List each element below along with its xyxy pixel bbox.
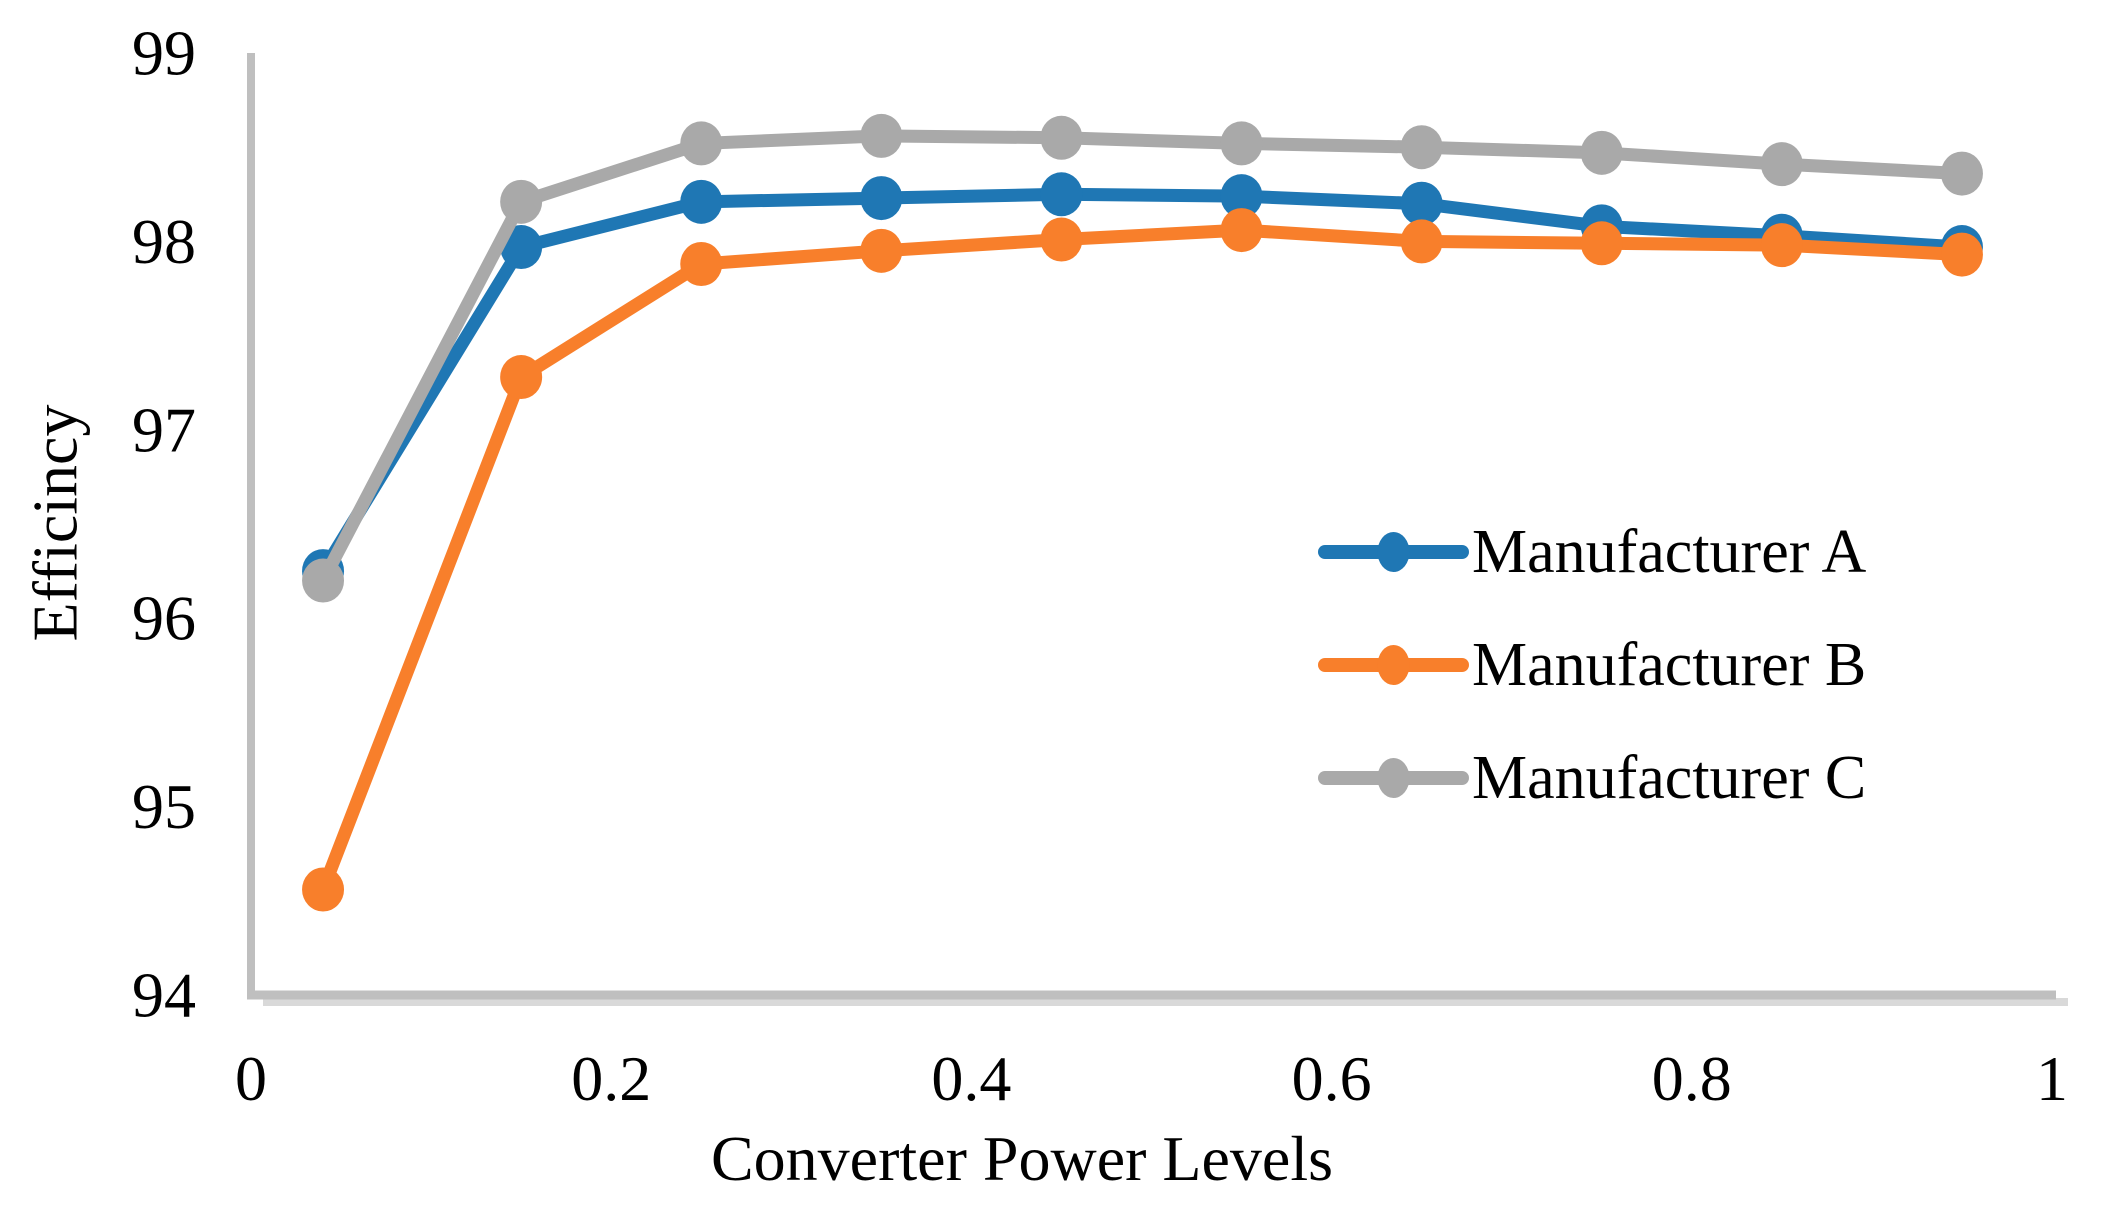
data-point-manufacturer-b	[302, 867, 345, 912]
x-tick-label: 0.2	[571, 1043, 651, 1114]
y-tick-label: 94	[132, 960, 196, 1031]
data-point-manufacturer-c	[500, 179, 543, 224]
x-tick-label: 0.4	[931, 1043, 1011, 1114]
legend-item-manufacturer-c: Manufacturer C	[1318, 744, 1866, 812]
y-tick-label: 98	[132, 206, 196, 277]
series-line-manufacturer-c	[316, 129, 1969, 588]
data-point-manufacturer-a	[1220, 174, 1263, 219]
data-point-manufacturer-c	[1040, 115, 1083, 160]
data-point-manufacturer-c	[1760, 142, 1803, 187]
data-point-manufacturer-b	[500, 355, 543, 400]
y-tick-label: 96	[132, 583, 196, 654]
x-axis-tick-labels: 0 0.2 0.4 0.6 0.8 1	[235, 1043, 2068, 1114]
data-point-manufacturer-c	[860, 113, 903, 158]
axes	[247, 53, 2056, 1000]
series-layer	[302, 113, 1983, 912]
y-tick-label: 95	[132, 771, 196, 842]
legend-label-manufacturer-b: Manufacturer B	[1472, 631, 1866, 699]
data-point-manufacturer-b	[680, 242, 723, 287]
legend-marker-manufacturer-a	[1377, 532, 1410, 572]
data-point-manufacturer-a	[680, 179, 723, 224]
data-point-manufacturer-b	[1220, 208, 1263, 253]
data-point-manufacturer-a	[1400, 181, 1443, 226]
legend-marker-manufacturer-c	[1377, 758, 1410, 798]
x-tick-label: 0.6	[1292, 1043, 1372, 1114]
x-tick-label: 1	[2036, 1043, 2068, 1114]
y-tick-label: 99	[132, 18, 196, 89]
y-axis-title: Efficincy	[20, 405, 91, 642]
data-point-manufacturer-b	[860, 228, 903, 273]
data-point-manufacturer-a	[860, 176, 903, 221]
legend: Manufacturer A Manufacturer B Manufacturer…	[1318, 518, 1866, 812]
legend-label-manufacturer-a: Manufacturer A	[1472, 518, 1866, 586]
data-point-manufacturer-a	[500, 225, 543, 270]
data-point-manufacturer-c	[302, 558, 345, 603]
series-line-manufacturer-a	[316, 187, 1969, 578]
data-point-manufacturer-b	[1940, 232, 1983, 277]
legend-item-manufacturer-b: Manufacturer B	[1318, 631, 1866, 699]
data-point-manufacturer-b	[1760, 223, 1803, 268]
data-point-manufacturer-c	[680, 121, 723, 166]
series-manufacturer-c	[302, 113, 1983, 603]
y-tick-label: 97	[132, 394, 196, 465]
series-line-manufacturer-b	[316, 223, 1969, 896]
data-point-manufacturer-c	[1400, 125, 1443, 170]
legend-marker-manufacturer-b	[1377, 645, 1410, 685]
data-point-manufacturer-c	[1940, 151, 1983, 196]
data-point-manufacturer-c	[1580, 130, 1623, 175]
x-axis-title: Converter Power Levels	[711, 1123, 1333, 1194]
data-point-manufacturer-a	[1040, 172, 1083, 217]
y-axis-tick-labels: 94 95 96 97 98 99	[132, 18, 196, 1031]
data-point-manufacturer-c	[1220, 121, 1263, 166]
series-manufacturer-b	[302, 208, 1983, 912]
data-point-manufacturer-b	[1400, 219, 1443, 264]
legend-label-manufacturer-c: Manufacturer C	[1472, 744, 1866, 812]
x-tick-label: 0.8	[1652, 1043, 1732, 1114]
data-point-manufacturer-b	[1580, 221, 1623, 266]
legend-item-manufacturer-a: Manufacturer A	[1318, 518, 1866, 586]
x-tick-label: 0	[235, 1043, 267, 1114]
data-point-manufacturer-b	[1040, 217, 1083, 262]
